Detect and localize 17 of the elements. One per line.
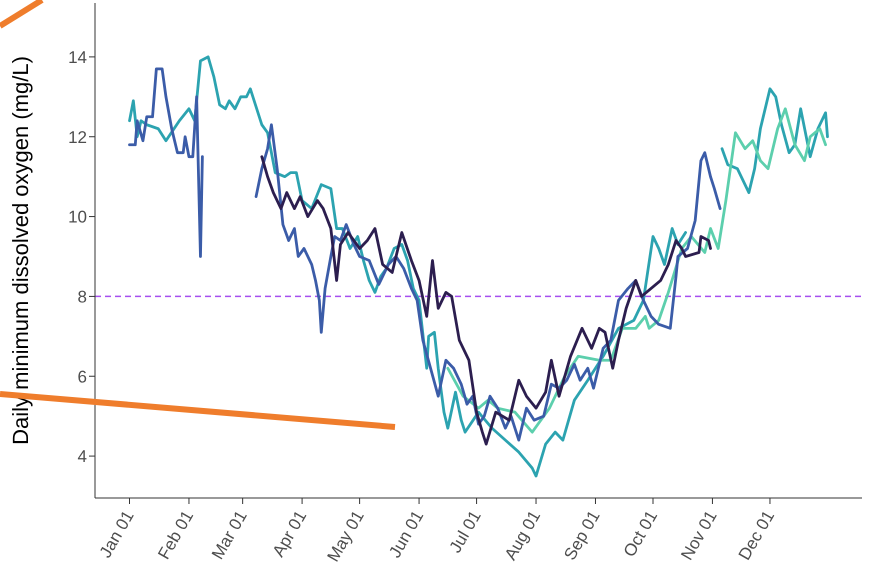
y-axis-title: Daily minimum dissolved oxygen (mg/L)	[8, 56, 33, 445]
x-tick-label: Jun 01	[385, 507, 428, 561]
y-tick-label: 14	[68, 48, 87, 67]
x-tick-label: Feb 01	[154, 507, 198, 563]
y-tick-label: 8	[78, 287, 87, 306]
x-tick-label: Dec 01	[734, 507, 778, 564]
x-tick-label: Jan 01	[96, 507, 138, 561]
x-tick-label: Jul 01	[446, 507, 485, 556]
x-tick-label: Sep 01	[560, 507, 604, 564]
y-tick-label: 6	[78, 367, 87, 386]
y-tick-label: 10	[68, 208, 87, 227]
x-tick-label: Apr 01	[268, 507, 310, 560]
line-series	[260, 155, 712, 446]
y-tick-label: 12	[68, 128, 87, 147]
x-tick-label: Oct 01	[620, 507, 662, 560]
x-tick-label: Mar 01	[208, 507, 251, 563]
y-tick-label: 4	[78, 447, 87, 466]
